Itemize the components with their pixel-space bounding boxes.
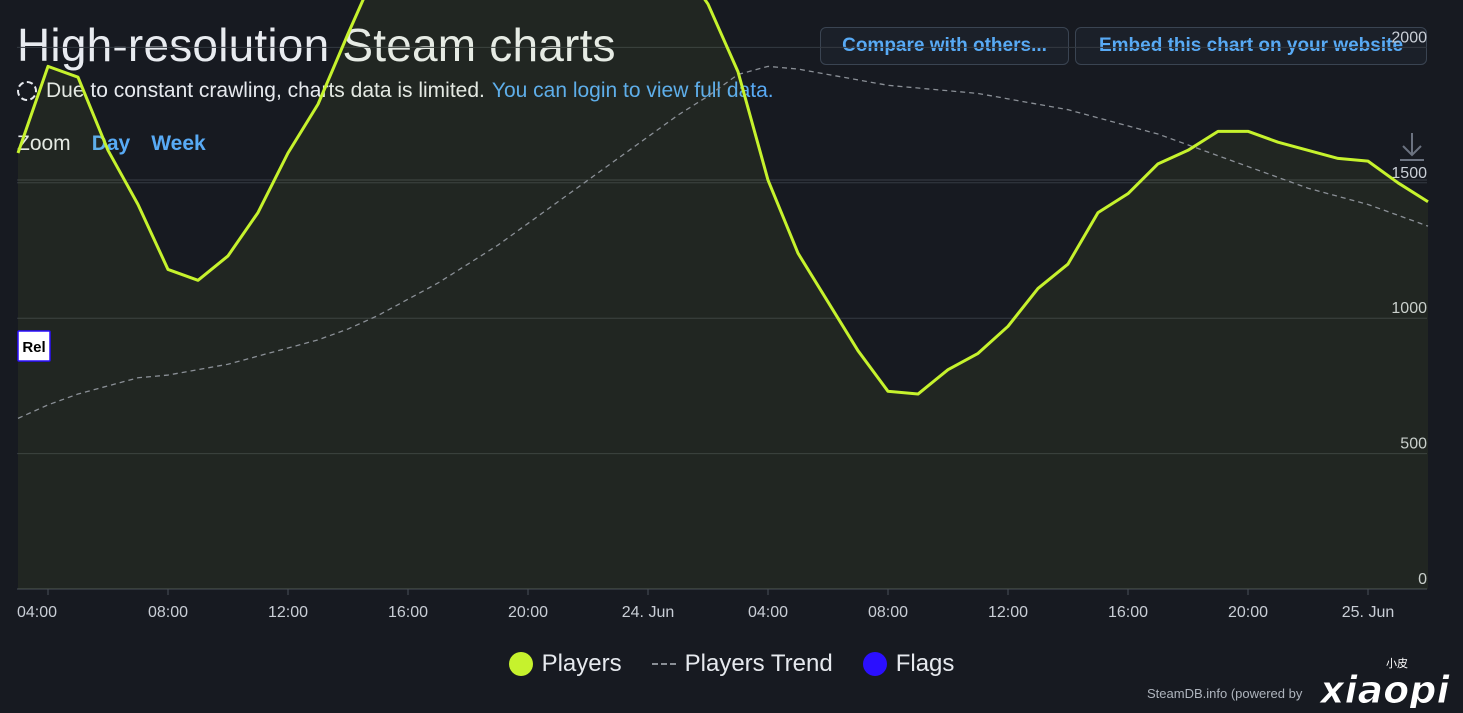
x-tick-label: 16:00: [1108, 604, 1148, 621]
players-trend-line: [17, 65, 1429, 419]
legend-trend[interactable]: Players Trend: [651, 650, 833, 678]
watermark-big-text: xiaopi: [1318, 668, 1450, 708]
x-tick-label: 20:00: [1228, 604, 1268, 621]
legend-trend-label: Players Trend: [684, 650, 833, 677]
legend-players[interactable]: Players: [508, 650, 622, 678]
legend-flags[interactable]: Flags: [862, 650, 955, 678]
flags-legend-marker: [862, 652, 887, 676]
release-flag: [17, 330, 51, 362]
y-tick-label: 1500: [1391, 165, 1427, 182]
zoom-label: Zoom: [17, 132, 71, 156]
legend-players-label: Players: [541, 650, 622, 677]
notice-text: Due to constant crawling, charts data is…: [46, 79, 485, 102]
watermark-small-text: 小皮: [1386, 657, 1408, 670]
y-tick-label: 1000: [1391, 300, 1427, 317]
download-icon[interactable]: [1397, 130, 1427, 164]
x-tick-label: 04:00: [17, 604, 57, 621]
x-tick-label: 04:00: [748, 604, 788, 621]
page-title: High-resolution Steam charts: [17, 19, 616, 71]
chart-credit[interactable]: SteamDB.info (powered by: [1147, 686, 1303, 701]
zoom-week-button[interactable]: Week: [151, 132, 206, 155]
players-line: [16, 0, 1429, 396]
x-tick-label: 20:00: [508, 604, 548, 621]
x-tick-label: 25. Jun: [1342, 604, 1394, 621]
compare-button[interactable]: Compare with others...: [820, 27, 1069, 65]
players-area: [18, 0, 1428, 589]
data-limited-notice: Due to constant crawling, charts data is…: [17, 78, 774, 104]
x-tick-label: 24. Jun: [622, 604, 674, 621]
x-tick-label: 12:00: [268, 604, 308, 621]
y-tick-label: 0: [1418, 571, 1427, 588]
site-watermark: 小皮 xiaopi: [1318, 653, 1458, 713]
x-tick-label: 12:00: [988, 604, 1028, 621]
embed-chart-button[interactable]: Embed this chart on your website: [1075, 27, 1427, 65]
chart-legend: Players Players Trend Flags: [0, 646, 1463, 682]
loading-circle-icon: [17, 81, 37, 101]
release-flag-label: Rel: [22, 339, 45, 356]
login-link[interactable]: You can login to view full data.: [492, 79, 774, 103]
trend-legend-marker: [651, 663, 676, 665]
y-tick-label: 500: [1400, 436, 1427, 453]
players-legend-marker: [508, 652, 533, 676]
x-tick-label: 08:00: [148, 604, 188, 621]
y-tick-label: 2000: [1391, 29, 1427, 46]
x-tick-label: 16:00: [388, 604, 428, 621]
x-tick-label: 08:00: [868, 604, 908, 621]
legend-flags-label: Flags: [895, 650, 955, 677]
